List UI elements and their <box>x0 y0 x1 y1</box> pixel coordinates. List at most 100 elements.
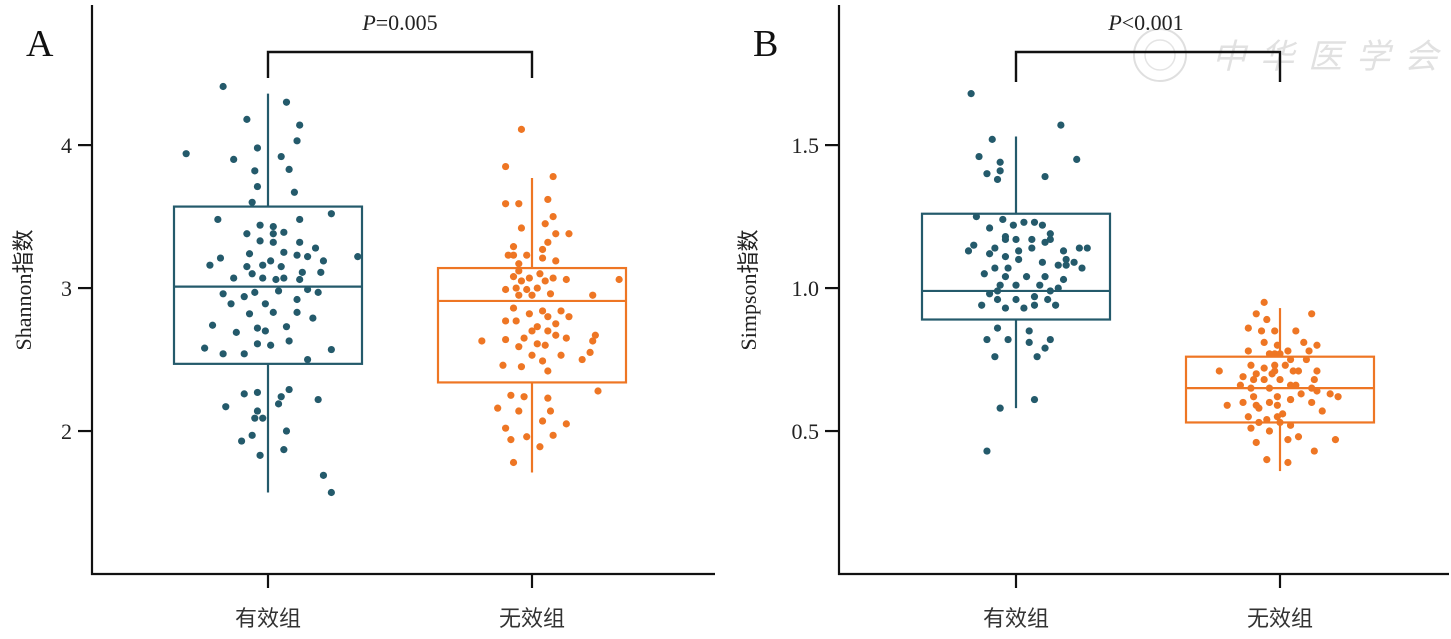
data-point <box>1244 347 1252 355</box>
data-point <box>1313 387 1321 395</box>
data-point <box>549 431 557 439</box>
data-point <box>615 275 623 284</box>
data-point <box>536 270 544 278</box>
data-point <box>549 274 557 282</box>
data-point <box>978 301 986 309</box>
data-point <box>1286 355 1295 364</box>
data-point <box>1025 338 1033 346</box>
data-point <box>230 155 238 164</box>
data-point <box>222 403 230 411</box>
data-point <box>552 331 560 339</box>
data-point <box>502 200 510 208</box>
data-point <box>1286 395 1295 404</box>
data-point <box>544 394 552 402</box>
data-point <box>509 243 518 251</box>
data-point <box>1292 327 1300 335</box>
data-point <box>517 125 526 133</box>
data-point <box>589 337 597 345</box>
data-point <box>256 237 264 245</box>
data-point <box>1041 344 1049 352</box>
data-point <box>1334 393 1342 401</box>
data-point <box>1046 287 1054 295</box>
data-point <box>1009 221 1017 229</box>
data-point <box>1276 375 1284 384</box>
data-point <box>1015 255 1023 264</box>
data-point <box>1062 255 1070 264</box>
data-point <box>1075 244 1083 252</box>
data-point <box>311 244 320 252</box>
data-point <box>319 257 328 265</box>
data-point <box>1057 121 1065 129</box>
data-point <box>216 254 225 262</box>
data-point <box>1284 347 1292 355</box>
data-point <box>996 158 1004 166</box>
data-point <box>996 404 1004 412</box>
data-point <box>586 348 594 357</box>
data-point <box>996 281 1004 289</box>
data-point <box>507 391 515 399</box>
data-point <box>1022 273 1031 281</box>
data-point <box>219 350 227 358</box>
watermark-seal-inner <box>1144 39 1176 71</box>
data-point <box>248 431 256 439</box>
data-point <box>552 320 560 328</box>
data-point <box>1281 361 1289 369</box>
data-point <box>285 165 293 174</box>
data-point <box>1059 247 1068 255</box>
box-ineffective <box>436 177 628 473</box>
data-point <box>1046 230 1054 238</box>
y-tick-label: 4 <box>61 133 72 158</box>
box-effective <box>172 93 364 493</box>
watermark-text: 中华医学会 <box>1212 37 1451 77</box>
y-ticks: 2 3 4 <box>61 133 92 444</box>
data-point <box>1273 341 1281 349</box>
data-point <box>1268 370 1276 378</box>
data-point <box>494 404 502 412</box>
data-point <box>285 337 293 345</box>
data-point <box>986 290 994 298</box>
data-point <box>230 274 238 282</box>
data-point <box>282 427 291 435</box>
data-point <box>478 337 486 345</box>
data-point <box>277 263 285 271</box>
data-point <box>1252 370 1260 378</box>
data-point <box>1001 273 1010 281</box>
data-point <box>277 393 285 401</box>
points <box>964 90 1342 467</box>
data-point <box>1276 418 1284 427</box>
data-point <box>327 488 335 497</box>
data-point <box>1062 261 1070 269</box>
data-point <box>1255 418 1263 427</box>
y-tick-label: 0.5 <box>792 419 820 444</box>
iqr-box <box>172 205 364 365</box>
data-point <box>251 167 259 175</box>
data-point <box>1252 438 1260 447</box>
data-point <box>983 170 991 178</box>
data-point <box>541 220 549 228</box>
data-point <box>972 212 981 221</box>
data-point <box>578 355 586 364</box>
data-point <box>1030 218 1039 226</box>
data-point <box>515 267 523 275</box>
data-point <box>1083 244 1091 252</box>
panel-a-shannon: A 2 3 4 有效组 无效组 Shannon指数 P=0.005 <box>11 5 715 632</box>
data-point <box>991 244 999 252</box>
data-point <box>509 458 518 467</box>
data-point <box>282 323 291 331</box>
data-point <box>562 334 570 342</box>
x-tick-label: 无效组 <box>499 607 565 632</box>
data-point <box>1250 375 1258 384</box>
data-point <box>557 351 565 359</box>
data-point <box>182 150 190 158</box>
data-point <box>256 451 264 459</box>
data-point <box>980 270 988 278</box>
data-point <box>1260 338 1268 346</box>
data-point <box>314 288 322 296</box>
data-point <box>1073 155 1081 164</box>
data-point <box>1001 304 1010 312</box>
data-point <box>1054 284 1062 292</box>
data-point <box>277 152 285 161</box>
data-point <box>219 82 227 91</box>
data-point <box>993 295 1002 304</box>
